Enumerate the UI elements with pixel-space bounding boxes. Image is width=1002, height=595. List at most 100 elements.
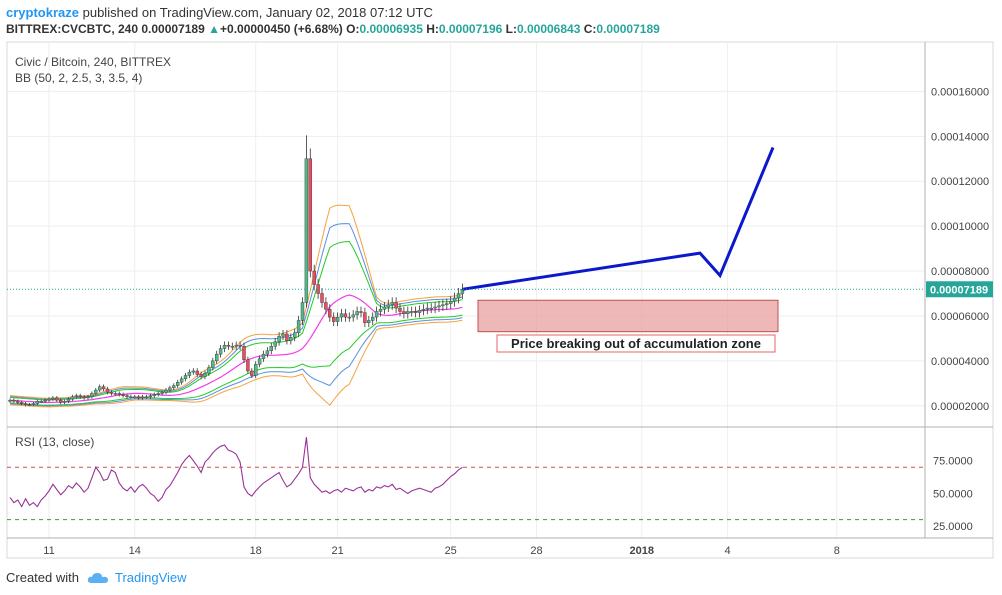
candle-body: [191, 370, 196, 373]
candle-body: [129, 396, 133, 399]
candle-body: [378, 309, 383, 312]
candle-body: [421, 309, 426, 311]
candle-body: [97, 386, 102, 391]
candle-body: [242, 346, 246, 360]
price-tick-label: 0.00002000: [931, 401, 989, 413]
low-value: 0.00006843: [516, 22, 581, 36]
price-tick-label: 0.00004000: [931, 356, 989, 368]
time-tick-label: 8: [834, 545, 840, 557]
candle-body: [269, 346, 273, 351]
candle-body: [27, 404, 32, 406]
annotation-text: Price breaking out of accumulation zone: [511, 336, 761, 351]
accumulation-zone: [477, 299, 779, 333]
candle-body: [433, 306, 437, 309]
candle-body: [386, 304, 390, 308]
candle-body: [133, 396, 137, 399]
candle-body: [94, 389, 98, 394]
candle-body: [23, 403, 28, 405]
time-tick-label: 25: [445, 545, 457, 557]
candle-body: [277, 335, 281, 342]
candle-body: [324, 302, 328, 310]
candle-body: [312, 270, 316, 285]
candle-body: [335, 316, 340, 322]
candle-body: [113, 393, 118, 395]
axes: 0.00002000 0.00004000 0.00006000 0.00008000…: [7, 42, 993, 557]
candle-body: [136, 396, 141, 399]
bb-band-blue-l: [9, 317, 463, 407]
candle-body: [374, 311, 379, 318]
candle-body: [289, 337, 293, 341]
chart-legend-title: Civic / Bitcoin, 240, BITTREX: [15, 55, 171, 69]
candle-body: [51, 397, 55, 400]
candle-body: [406, 311, 410, 314]
candle-body: [222, 344, 227, 349]
candle-body: [175, 382, 180, 386]
candle-body: [441, 304, 445, 307]
rsi-tick-label: 25.0000: [933, 521, 973, 533]
price-tick-label: 0.00008000: [931, 266, 989, 278]
candle-body: [183, 375, 188, 380]
candle-body: [164, 389, 168, 393]
tradingview-link[interactable]: TradingView: [114, 570, 187, 585]
candle-body: [261, 353, 266, 359]
candle-body: [410, 311, 414, 313]
open-value: 0.00006935: [359, 22, 423, 36]
price-tick-label: 0.00010000: [931, 221, 989, 233]
candle-body: [70, 396, 75, 400]
candle-body: [195, 370, 199, 375]
candle-body: [296, 320, 301, 334]
candle-body: [74, 395, 79, 398]
candle-body: [413, 311, 418, 313]
candle-body: [12, 399, 16, 402]
candle-body: [109, 392, 114, 394]
candle-body: [121, 394, 125, 396]
price-tick-label: 0.00016000: [931, 86, 989, 98]
candle-body: [148, 395, 153, 398]
high-value: 0.00007196: [438, 22, 503, 36]
time-tick-label: 21: [331, 545, 343, 557]
time-tick-label: 4: [725, 545, 731, 557]
candle-body: [328, 309, 332, 318]
candle-body: [452, 297, 457, 302]
candle-body: [246, 359, 250, 372]
candle-body: [300, 302, 305, 321]
candle-body: [363, 312, 367, 323]
candle-body: [59, 399, 63, 403]
price-tick-label: 0.00012000: [931, 176, 989, 188]
rsi-line: [9, 437, 463, 508]
candle-body: [429, 307, 433, 310]
candle-body: [390, 302, 394, 305]
candle-body: [179, 378, 184, 383]
author-link[interactable]: cryptokraze: [6, 5, 79, 20]
candle-body: [339, 313, 344, 318]
up-arrow-icon: ▲: [208, 22, 221, 36]
candle-body: [140, 396, 145, 399]
forecast-arrow: [462, 146, 775, 291]
symbol-line: BITTREX:CVCBTC, 240 0.00007189 ▲+0.00000…: [6, 22, 660, 36]
candle-body: [320, 293, 324, 303]
candle-body: [355, 311, 359, 316]
accumulation-zone-box: [477, 299, 779, 333]
candle-body: [199, 374, 203, 377]
candle-body: [382, 306, 387, 310]
candle-body: [16, 401, 20, 403]
candle-body: [437, 305, 441, 308]
candle-body: [449, 301, 453, 304]
candle-body: [351, 314, 355, 318]
time-tick-label: 14: [129, 545, 141, 557]
candle-body: [156, 393, 160, 395]
candle-body: [43, 399, 47, 402]
candle-body: [371, 316, 375, 321]
candle-body: [281, 333, 285, 337]
price-tick-label: 0.00006000: [931, 311, 989, 323]
candle-body: [168, 387, 172, 391]
candle-body: [31, 403, 36, 405]
candle-body: [172, 385, 176, 389]
candle-body: [253, 364, 258, 376]
bb-indicator-label: BB (50, 2, 2.5, 3, 3.5, 4): [15, 71, 142, 85]
candle-body: [265, 350, 270, 355]
candle-body: [187, 371, 192, 376]
candle-body: [304, 158, 309, 303]
candle-body: [214, 353, 219, 362]
